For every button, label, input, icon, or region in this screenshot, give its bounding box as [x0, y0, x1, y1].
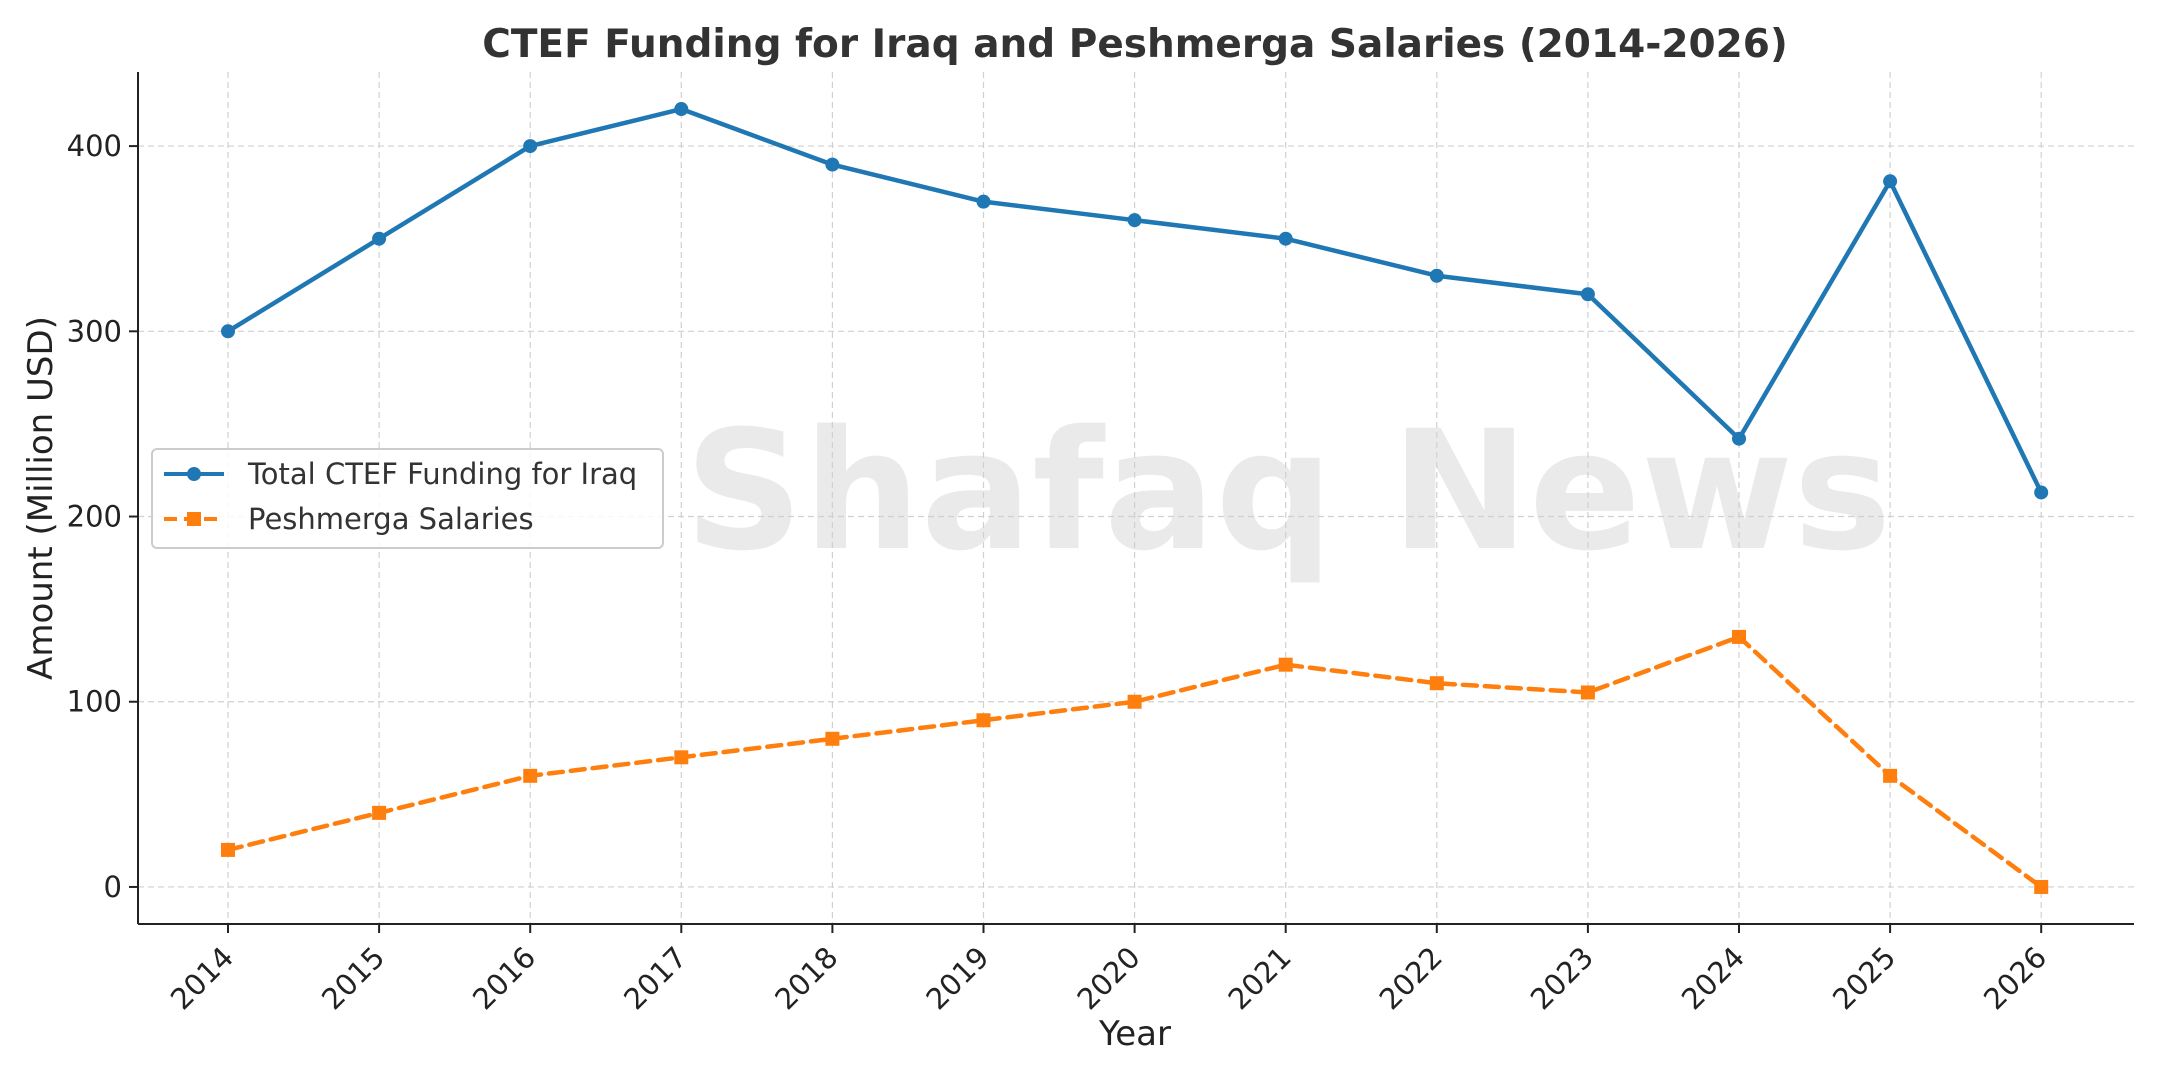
data-point-total-ctef [1127, 213, 1142, 228]
chart-title: CTEF Funding for Iraq and Peshmerga Sala… [482, 22, 1788, 67]
data-point-peshmerga [1127, 694, 1142, 709]
data-point-peshmerga [1883, 768, 1898, 783]
x-tick-label: 2024 [1675, 940, 1751, 1016]
data-point-peshmerga [976, 713, 991, 728]
data-point-peshmerga [372, 805, 387, 820]
data-point-peshmerga [1429, 676, 1444, 691]
data-point-peshmerga [825, 731, 840, 746]
data-point-total-ctef [1278, 231, 1293, 246]
data-point-total-ctef [221, 324, 235, 339]
data-point-total-ctef [976, 194, 991, 209]
data-point-total-ctef [523, 139, 538, 154]
legend: Total CTEF Funding for Iraq Peshmerga Sa… [151, 448, 664, 549]
legend-label-total: Total CTEF Funding for Iraq [247, 457, 637, 491]
data-point-peshmerga [221, 842, 235, 857]
x-tick-label: 2026 [1977, 940, 2053, 1016]
data-point-peshmerga [523, 768, 538, 783]
x-tick-label: 2021 [1222, 940, 1298, 1016]
data-point-peshmerga [1732, 629, 1746, 644]
data-point-total-ctef [372, 231, 387, 246]
y-tick-label: 200 [67, 500, 122, 534]
watermark: Shafaq News [685, 395, 1892, 587]
data-point-peshmerga [1278, 657, 1293, 672]
y-tick-label: 300 [67, 314, 122, 348]
x-tick-label: 2014 [164, 940, 240, 1016]
x-tick-label: 2023 [1524, 940, 1600, 1016]
data-point-total-ctef [825, 157, 840, 172]
x-axis-label: Year [1098, 1014, 1171, 1054]
legend-label-peshmerga: Peshmerga Salaries [248, 502, 534, 536]
data-point-total-ctef [674, 102, 689, 117]
x-tick-label: 2025 [1826, 940, 1902, 1016]
legend-marker-total [187, 467, 201, 481]
y-tick-label: 400 [67, 129, 122, 163]
series [221, 102, 2049, 894]
data-point-total-ctef [1580, 287, 1595, 302]
axes [137, 72, 2134, 925]
x-tick-label: 2015 [315, 940, 391, 1016]
x-tick-label: 2016 [466, 940, 542, 1016]
y-tick-label: 0 [104, 870, 122, 904]
legend-marker-peshmerga [187, 512, 201, 526]
x-tick-label: 2020 [1070, 940, 1146, 1016]
data-point-total-ctef [2034, 485, 2049, 500]
x-tick-label: 2019 [919, 940, 995, 1016]
data-point-total-ctef [1732, 431, 1746, 446]
data-point-peshmerga [1580, 685, 1595, 700]
x-tick-label: 2018 [768, 940, 844, 1016]
legend-box [151, 448, 664, 549]
y-tick-label: 100 [67, 685, 122, 719]
data-point-peshmerga [2034, 879, 2049, 894]
data-point-peshmerga [674, 750, 689, 765]
y-axis-label: Amount (Million USD) [21, 316, 61, 680]
data-point-total-ctef [1429, 268, 1444, 283]
x-tick-label: 2022 [1373, 940, 1449, 1016]
data-point-total-ctef [1883, 174, 1898, 189]
x-tick-label: 2017 [617, 940, 693, 1016]
